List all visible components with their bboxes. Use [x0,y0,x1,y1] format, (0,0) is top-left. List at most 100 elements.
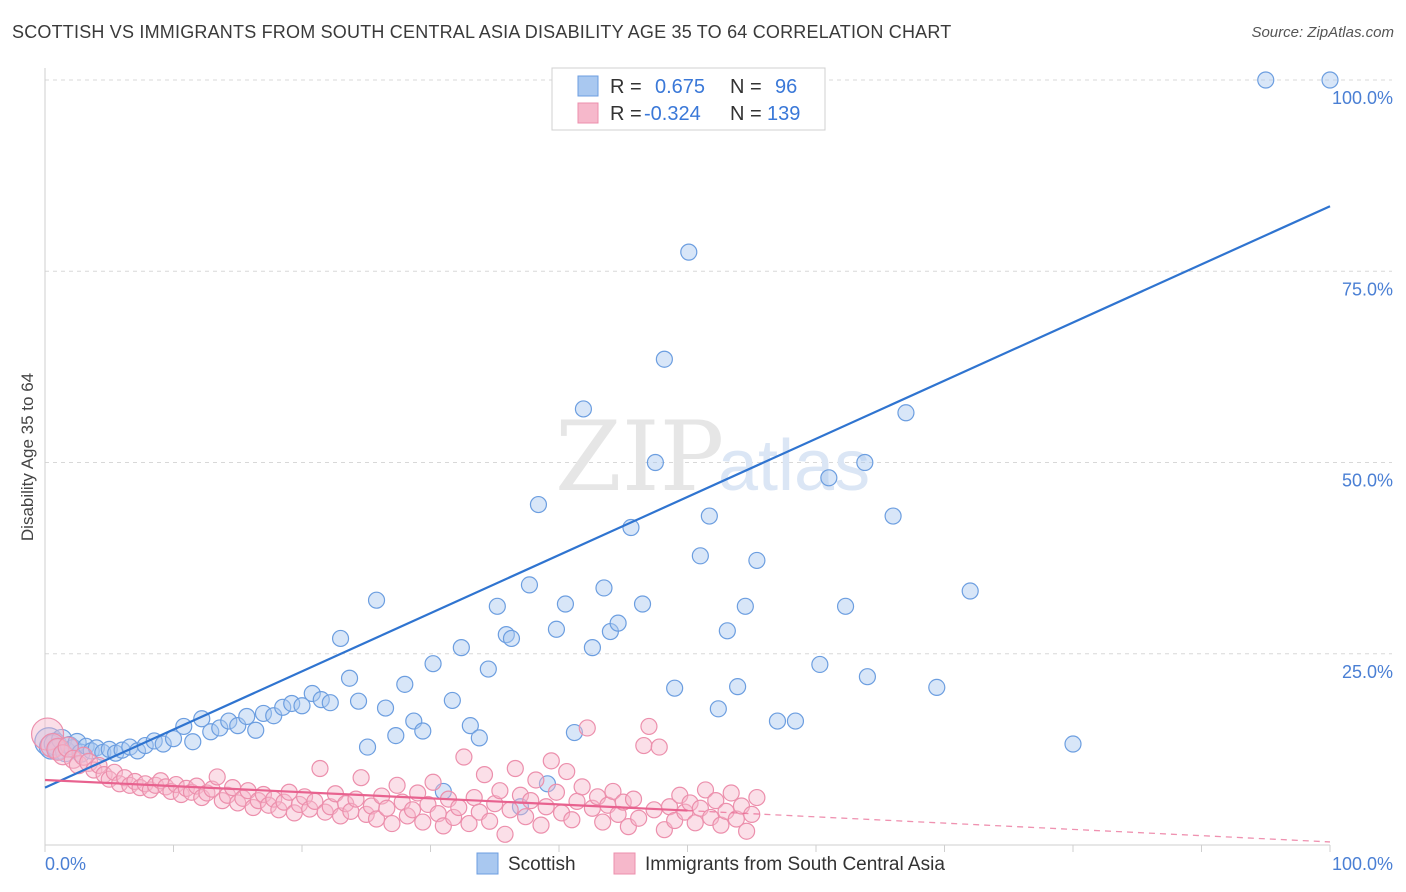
immigrant-point [696,781,715,799]
scottish-point [367,591,386,609]
immigrant-point [352,769,370,787]
scottish-point [38,734,65,760]
stats-legend: R = 0.675 N = 96 R = -0.324 N = 139 [551,67,826,131]
scottish-point [321,694,339,712]
bottom-legend-label-immigrants: Immigrants from South Central Asia [645,854,945,875]
immigrant-point [357,805,375,824]
scottish-point [331,629,350,648]
immigrant-point [522,792,540,810]
immigrant-point [450,798,468,817]
x-tick-label-min: 0.0% [45,854,86,874]
immigrant-point [594,813,612,831]
scottish-point [529,495,548,514]
legend-r-label-1: R = [610,76,642,98]
immigrant-trend-line [44,778,688,812]
scottish-point [961,582,979,600]
scottish-point [786,712,805,730]
y-tick-label: 100.0% [1332,88,1393,108]
immigrant-point [73,746,94,766]
legend-n-value-1: 96 [775,76,797,98]
scottish-point [470,729,488,747]
scottish-point [709,700,727,718]
immigrant-point [378,799,396,817]
scottish-point [884,507,902,525]
legend-n-label-2: N = [730,103,762,125]
scottish-point [254,704,273,723]
scottish-point [293,697,311,715]
series-legend: Scottish Immigrants from South Central A… [476,852,945,875]
immigrant-point [496,825,514,843]
immigrant-point [516,808,535,826]
scottish-point [820,469,838,487]
scottish-point [1321,71,1339,89]
scottish-point [520,576,539,594]
scottish-point [184,733,202,751]
scottish-trend-line [44,205,1331,789]
scottish-point [303,684,321,703]
scottish-point [461,717,479,735]
immigrant-point [501,801,519,819]
immigrant-point [650,738,668,756]
points-layer [30,71,1339,843]
immigrant-point [640,717,658,736]
scottish-point [655,350,673,368]
bottom-legend-swatch-scottish [476,852,499,875]
immigrant-point [445,808,463,827]
scottish-point [748,551,766,570]
scottish-point [452,639,470,657]
immigrant-point [635,736,653,755]
scottish-point [680,243,698,261]
legend-n-value-2: 139 [767,103,800,125]
scottish-point [247,721,265,739]
scottish-point [202,723,220,741]
scottish-point [502,629,521,648]
scottish-point [666,679,684,697]
scottish-point [736,597,754,615]
scottish-point [729,678,747,696]
immigrant-point [481,812,499,830]
y-tick-label: 75.0% [1342,279,1393,299]
legend-r-value-1: 0.675 [655,76,705,98]
immigrant-point [311,759,329,778]
immigrant-point [547,783,566,801]
scottish-point [340,669,359,687]
bottom-legend-swatch-immigrants [613,852,636,875]
scottish-point [229,717,247,735]
scottish-point [211,719,229,737]
immigrant-point [630,809,648,827]
scottish-point [565,723,584,742]
legend-swatch-immigrants [577,102,599,124]
scottish-point [424,655,442,673]
scottish-point [595,579,613,597]
trend-layer [44,205,1331,843]
immigrant-point [578,719,596,737]
scottish-point [220,712,238,730]
immigrant-point [573,778,591,796]
scottish-point [700,507,718,525]
watermark-zip: ZIP [555,401,724,513]
chart-title: SCOTTISH VS IMMIGRANTS FROM SOUTH CENTRA… [12,22,952,42]
immigrant-point [229,794,247,812]
x-tick-label-max: 100.0% [1332,854,1393,874]
immigrant-point [542,752,560,770]
scottish-point [691,547,709,565]
immigrant-point [506,759,524,778]
immigrant-point [460,814,478,833]
immigrant-point [465,788,483,807]
scottish-point [349,692,368,710]
legend-r-value-2: -0.324 [644,103,701,125]
immigrant-point [424,773,442,791]
watermark: ZIP atlas [555,401,870,513]
immigrant-point [537,798,555,816]
y-tick-label: 25.0% [1342,662,1393,682]
scottish-point [633,595,652,613]
scottish-point [274,698,292,716]
immigrant-point [527,771,545,789]
immigrant-point [748,788,766,807]
scottish-point [768,712,787,730]
scottish-point [718,622,736,640]
scottish-point [856,453,874,472]
scottish-point [443,691,461,710]
scottish-point [836,597,855,615]
